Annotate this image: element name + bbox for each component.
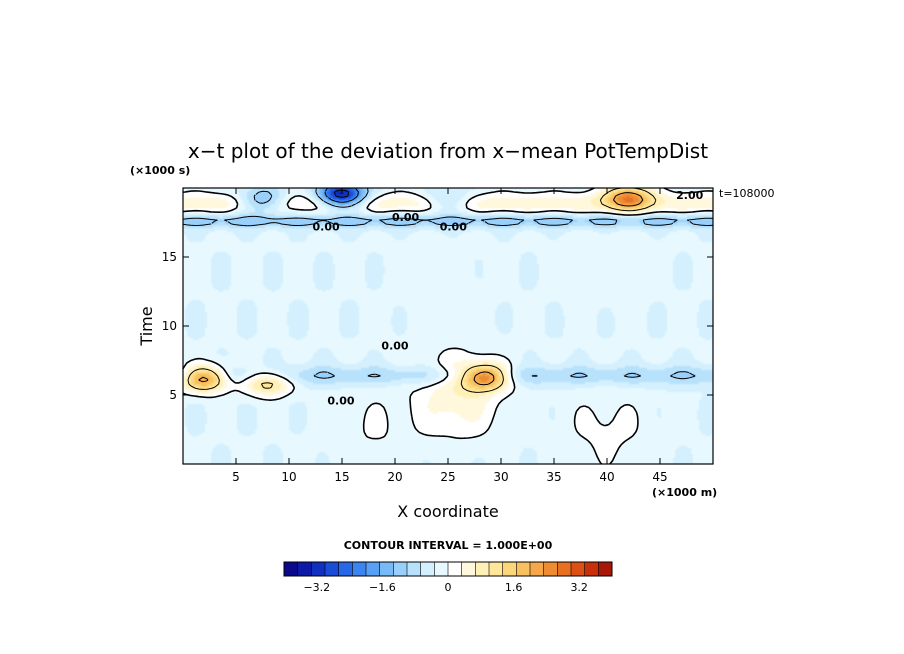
contour-line	[182, 187, 714, 465]
y-unit-label: (×1000 s)	[130, 164, 190, 177]
colorbar-swatch	[543, 562, 558, 576]
heatmap-field	[183, 188, 713, 464]
colorbar-tick-label: 1.6	[505, 581, 523, 594]
colorbar-swatch	[557, 562, 572, 576]
colorbar-swatch	[325, 562, 340, 576]
x-tick-label: 5	[232, 470, 240, 484]
contour-labels: 2.00 0.00 0.00 0.00 0.00 0.00	[313, 189, 704, 408]
colorbar-swatch	[420, 562, 435, 576]
x-tick-label: 15	[334, 470, 349, 484]
x-tick-label: 45	[652, 470, 667, 484]
colorbar-swatch	[571, 562, 586, 576]
time-annotation: t=108000	[719, 187, 775, 200]
y-axis-label: Time	[137, 306, 156, 346]
contour-label: 2.00	[676, 189, 703, 202]
colorbar-tick-label: −1.6	[369, 581, 396, 594]
x-tick-label: 30	[493, 470, 508, 484]
colorbar: −3.2 −1.6 0 1.6 3.2	[283, 561, 613, 594]
colorbar-swatch	[366, 562, 381, 576]
plot-area: 2.00 0.00 0.00 0.00 0.00 0.00	[182, 187, 714, 465]
colorbar-swatch	[434, 562, 449, 576]
x-tick-label: 35	[546, 470, 561, 484]
contour-label: 0.00	[381, 339, 408, 352]
y-tick-label: 5	[169, 388, 177, 402]
colorbar-swatch	[352, 562, 367, 576]
x-tick-label: 20	[387, 470, 402, 484]
colorbar-swatch	[311, 562, 326, 576]
colorbar-tick-label: 3.2	[570, 581, 588, 594]
colorbar-swatch	[393, 562, 408, 576]
colorbar-swatch	[379, 562, 394, 576]
y-tick-label: 15	[162, 250, 177, 264]
contour-line	[182, 187, 714, 380]
colorbar-swatch	[489, 562, 504, 576]
colorbar-swatch	[284, 562, 299, 576]
colorbar-swatch	[461, 562, 476, 576]
x-axis: 5 10 15 20 25 30 35 40 45	[232, 188, 668, 484]
colorbar-tick-label: −3.2	[303, 581, 330, 594]
x-unit-label: (×1000 m)	[652, 486, 717, 499]
colorbar-swatch	[530, 562, 545, 576]
colorbar-swatch	[297, 562, 312, 576]
colorbar-swatch	[502, 562, 517, 576]
x-tick-label: 10	[281, 470, 296, 484]
colorbar-swatch	[338, 562, 353, 576]
contour-line	[187, 187, 657, 393]
contour-interval-label: CONTOUR INTERVAL = 1.000E+00	[344, 539, 553, 552]
x-tick-label: 40	[599, 470, 614, 484]
colorbar-swatch	[407, 562, 422, 576]
contour-lines	[182, 187, 714, 465]
contour-line	[198, 192, 644, 386]
chart-title: x−t plot of the deviation from x−mean Po…	[188, 139, 708, 163]
contour-label: 0.00	[440, 221, 467, 234]
x-axis-label: X coordinate	[397, 502, 498, 521]
x-tick-label: 25	[440, 470, 455, 484]
y-tick-label: 10	[162, 319, 177, 333]
colorbar-swatch	[584, 562, 599, 576]
colorbar-swatch	[598, 562, 613, 576]
contour-label: 0.00	[327, 395, 354, 408]
contour-label: 0.00	[313, 221, 340, 234]
colorbar-swatch	[516, 562, 531, 576]
colorbar-tick-label: 0	[445, 581, 452, 594]
y-axis: 5 10 15	[162, 250, 713, 402]
contour-label: 0.00	[392, 211, 419, 224]
colorbar-swatch	[448, 562, 463, 576]
colorbar-swatch	[475, 562, 490, 576]
